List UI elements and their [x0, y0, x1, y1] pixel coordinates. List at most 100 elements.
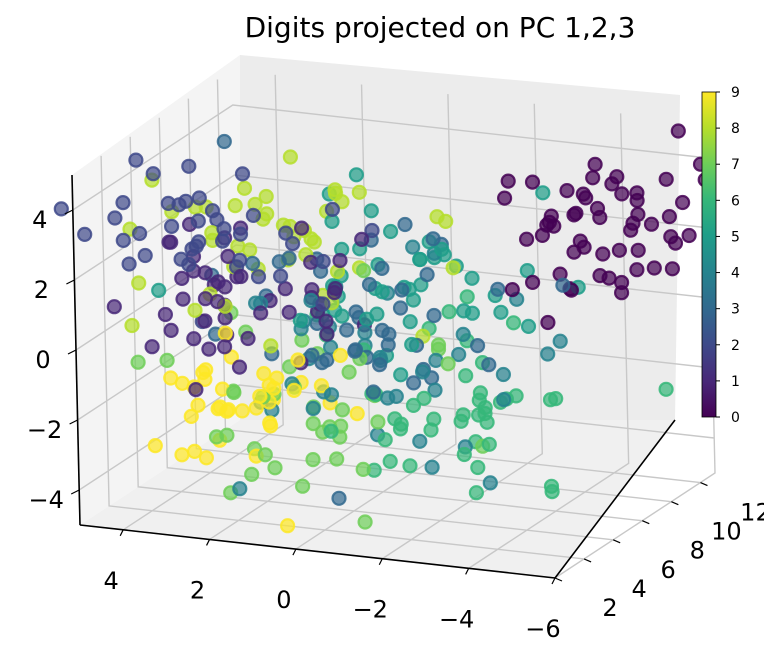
data-point	[226, 384, 242, 401]
data-point	[175, 291, 191, 307]
data-point	[188, 382, 204, 398]
data-point	[559, 183, 575, 199]
data-point	[131, 275, 147, 291]
data-point	[348, 167, 364, 183]
data-point	[459, 289, 475, 305]
data-point	[377, 432, 393, 448]
x-tick-mark	[465, 568, 470, 575]
data-point	[495, 366, 511, 383]
data-point	[416, 390, 432, 406]
data-points	[53, 123, 713, 534]
data-point	[331, 490, 347, 506]
data-point	[455, 326, 471, 342]
data-point	[324, 201, 340, 217]
data-point	[518, 231, 535, 247]
data-point	[347, 343, 363, 359]
data-point	[355, 461, 371, 477]
data-point	[341, 364, 357, 380]
grid-line	[100, 155, 585, 560]
data-point	[332, 347, 348, 363]
data-point	[578, 190, 594, 206]
colorbar-gradient	[701, 91, 717, 418]
data-point	[305, 416, 321, 432]
data-point	[613, 285, 630, 301]
colorbar-tick-label: 2	[731, 338, 740, 354]
data-point	[227, 198, 243, 214]
data-point	[266, 380, 282, 396]
data-point	[458, 368, 474, 384]
data-point	[374, 322, 390, 338]
data-point	[552, 333, 568, 349]
data-point	[106, 299, 122, 315]
data-point	[178, 193, 194, 209]
colorbar-tick-label: 1	[731, 374, 740, 390]
data-point	[174, 447, 190, 463]
data-point	[231, 359, 248, 375]
colorbar-tick-label: 8	[731, 121, 740, 137]
data-point	[285, 236, 301, 252]
data-point	[405, 239, 421, 255]
data-point	[357, 514, 373, 530]
data-point	[504, 282, 520, 298]
data-point	[614, 186, 630, 202]
data-point	[468, 485, 484, 501]
data-point	[219, 403, 235, 419]
data-point	[481, 436, 497, 452]
data-point	[323, 387, 340, 403]
x-axis-line	[79, 524, 556, 579]
data-point	[314, 355, 330, 371]
data-point	[174, 270, 190, 286]
data-point	[406, 375, 422, 391]
z-tick-label: −2	[27, 416, 62, 444]
data-point	[215, 233, 231, 249]
z-tick-label: 0	[35, 346, 50, 374]
data-point	[482, 475, 498, 491]
data-point	[201, 341, 217, 357]
colorbar-tick-label: 4	[731, 266, 740, 282]
data-point	[481, 357, 497, 373]
data-point	[426, 411, 442, 427]
data-point	[361, 276, 378, 293]
x-tick-mark	[206, 539, 211, 546]
data-point	[190, 213, 206, 229]
grid-line	[209, 84, 371, 541]
data-point	[258, 188, 274, 205]
grid-line	[72, 104, 708, 211]
data-point	[464, 305, 480, 321]
data-point	[434, 241, 450, 257]
x-tick-mark	[551, 577, 556, 585]
data-point	[147, 438, 163, 454]
data-point	[629, 192, 645, 209]
data-point	[370, 414, 386, 430]
data-point	[161, 234, 177, 250]
data-point	[115, 232, 131, 248]
data-point	[393, 367, 409, 383]
data-point	[356, 263, 372, 279]
data-point	[349, 406, 365, 422]
data-point	[282, 149, 298, 165]
data-point	[555, 277, 571, 293]
data-point	[428, 352, 444, 368]
data-point	[236, 180, 253, 196]
data-point	[425, 231, 441, 247]
data-point	[121, 256, 137, 272]
z-tick-mark	[64, 209, 74, 215]
data-point	[405, 292, 421, 308]
data-point	[159, 352, 175, 368]
y-tick-label: 6	[661, 556, 676, 584]
data-point	[470, 338, 486, 354]
data-point	[242, 242, 258, 258]
data-point	[137, 247, 153, 264]
data-point	[163, 322, 179, 338]
data-point	[223, 349, 239, 365]
data-point	[290, 352, 306, 368]
data-point	[456, 446, 472, 463]
data-point	[232, 481, 248, 497]
y-tick-label: 2	[602, 594, 617, 622]
data-point	[281, 304, 297, 320]
y-tick-label: 10	[711, 518, 742, 546]
floor-pane	[80, 420, 675, 578]
z-tick-mark	[66, 279, 75, 285]
data-point	[197, 313, 213, 329]
data-point	[643, 216, 660, 232]
